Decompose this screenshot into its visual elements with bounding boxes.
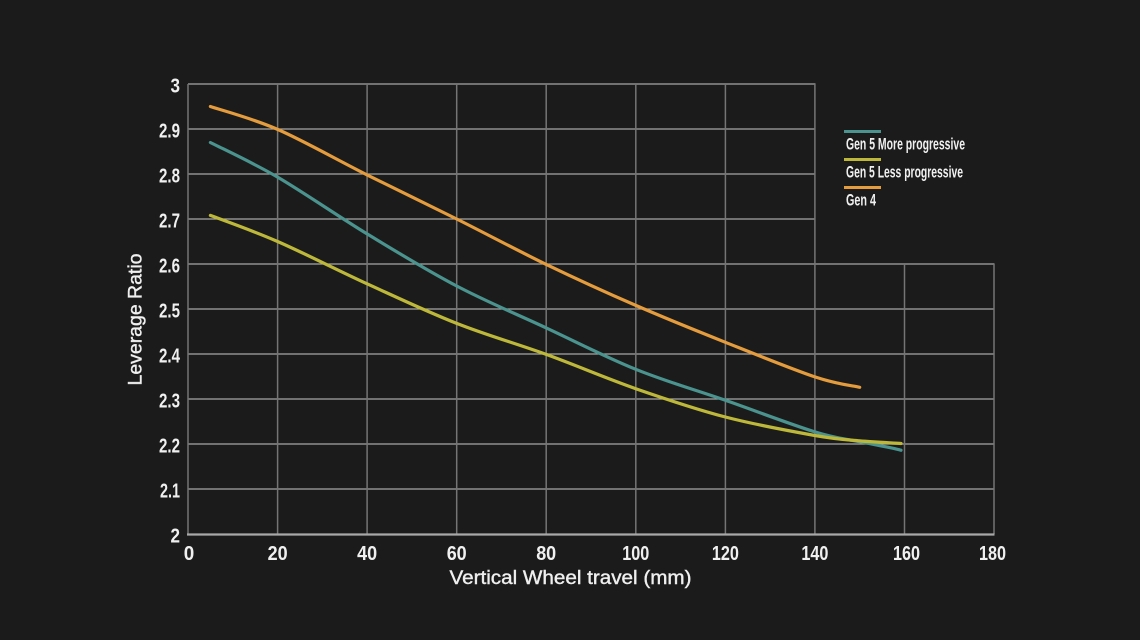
svg-text:40: 40: [357, 543, 377, 565]
svg-text:2.3: 2.3: [159, 390, 180, 413]
svg-text:Gen 5 More progressive: Gen 5 More progressive: [846, 135, 965, 154]
svg-text:Gen 4: Gen 4: [846, 191, 876, 210]
svg-text:2.8: 2.8: [159, 165, 180, 188]
svg-text:140: 140: [801, 543, 828, 565]
svg-text:0: 0: [184, 543, 195, 565]
svg-text:Gen 5 Less progressive: Gen 5 Less progressive: [846, 163, 963, 182]
svg-text:2.4: 2.4: [159, 345, 180, 368]
svg-text:Vertical Wheel travel (mm): Vertical Wheel travel (mm): [450, 568, 692, 589]
svg-text:2.1: 2.1: [160, 480, 180, 503]
svg-text:2.6: 2.6: [159, 255, 180, 278]
svg-text:160: 160: [893, 543, 920, 565]
svg-text:3: 3: [171, 75, 181, 98]
svg-text:2.9: 2.9: [159, 120, 180, 143]
svg-text:2: 2: [171, 525, 181, 548]
svg-text:100: 100: [622, 543, 649, 565]
svg-text:60: 60: [447, 543, 467, 565]
svg-text:Leverage Ratio: Leverage Ratio: [126, 254, 147, 386]
svg-text:80: 80: [536, 543, 556, 565]
svg-text:120: 120: [712, 543, 739, 565]
svg-text:180: 180: [979, 543, 1006, 565]
svg-text:2.5: 2.5: [159, 300, 180, 323]
svg-text:2.7: 2.7: [159, 210, 180, 233]
svg-text:2.2: 2.2: [159, 435, 180, 458]
svg-text:20: 20: [268, 543, 288, 565]
